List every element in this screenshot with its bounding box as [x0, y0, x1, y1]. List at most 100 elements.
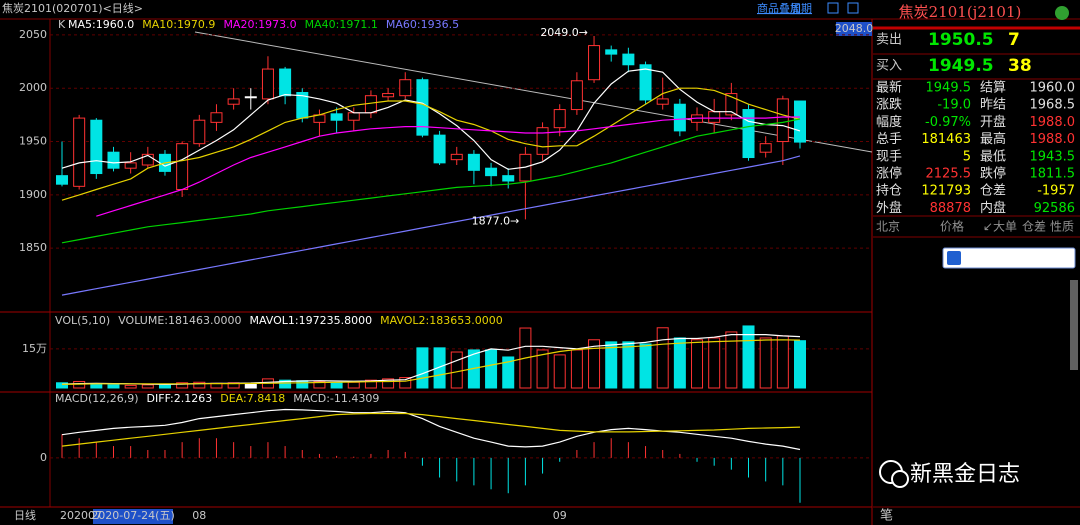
- indicator-line: [61, 339, 801, 385]
- top-bar: [0, 0, 1080, 18]
- candle-body: [176, 143, 189, 191]
- candle-body: [244, 96, 257, 99]
- candle-body: [107, 151, 120, 169]
- legend-entry: DIFF:2.1263: [147, 392, 213, 405]
- quote-label: 仓差: [980, 184, 1006, 199]
- indicator-label: K: [58, 18, 66, 31]
- candle-body: [73, 117, 86, 187]
- quote-label: 涨跌: [876, 97, 902, 113]
- tick-header: 性质: [1050, 220, 1074, 234]
- volume-bar: [759, 337, 772, 389]
- volume-bar: [794, 340, 806, 389]
- indicator-line: [61, 412, 801, 447]
- candle-body: [639, 64, 652, 101]
- candle-body: [673, 103, 686, 132]
- candle-body: [141, 153, 154, 166]
- bid-label: 买入: [876, 59, 902, 74]
- volume-bar: [485, 349, 498, 389]
- volume-bar: [193, 381, 206, 389]
- low-annotation: 1877.0→: [472, 214, 520, 227]
- candle-body: [622, 53, 635, 66]
- volume-bar: [605, 341, 618, 389]
- candle-body: [708, 111, 721, 123]
- link[interactable]: 商品叠加: [757, 1, 801, 15]
- tick-header: 北京: [876, 220, 900, 234]
- quote-label: 现手: [876, 149, 902, 164]
- watermark: 新黑金日志: [910, 462, 1020, 487]
- volume-bar: [279, 379, 292, 389]
- indicator-line: [61, 118, 801, 244]
- tab[interactable]: 笔: [880, 508, 893, 524]
- legend-entry: MAVOL1:197235.8000: [249, 314, 372, 327]
- candle-body: [433, 134, 446, 164]
- quote-value: 5: [963, 149, 971, 164]
- candle-body: [759, 143, 772, 153]
- volume-bar: [141, 384, 154, 389]
- legend-entry: VOL(5,10): [55, 314, 110, 327]
- period-label: 日线: [14, 508, 36, 522]
- volume-bar: [382, 378, 395, 389]
- quote-value: 88878: [930, 201, 971, 216]
- volume-bar: [536, 349, 549, 389]
- volume-bar: [296, 380, 309, 389]
- window-button[interactable]: [847, 2, 859, 14]
- volume-bar: [416, 347, 429, 389]
- ask-qty: 7: [1008, 30, 1020, 50]
- cursor-date: 2020-07-24(五): [91, 509, 175, 522]
- candle-body: [776, 98, 789, 143]
- candle-body: [227, 98, 240, 105]
- volume-bar: [639, 343, 652, 389]
- volume-bar: [622, 341, 635, 389]
- candle-body: [485, 167, 498, 177]
- candle-body: [742, 109, 755, 159]
- volume-bar: [725, 331, 738, 389]
- candle-body: [656, 98, 669, 105]
- tick-header: ↙大单: [983, 220, 1017, 234]
- quote-label: 开盘: [980, 114, 1006, 130]
- quote-value: 1988.0: [1030, 132, 1076, 147]
- volume-bar: [656, 327, 669, 389]
- volume-bar: [399, 377, 412, 389]
- legend-entry: MACD(12,26,9): [55, 392, 139, 405]
- volume-bar: [330, 382, 343, 389]
- window-title: 焦炭2101(020701)<日线>: [2, 1, 143, 15]
- indicator-line: [96, 116, 800, 217]
- scrollbar[interactable]: [1070, 280, 1078, 370]
- legend-entry: MA60:1936.5: [386, 18, 459, 31]
- toolbar-icon[interactable]: [947, 251, 961, 265]
- indicator-line: [61, 408, 801, 451]
- candle-body: [570, 80, 583, 111]
- candle-body: [124, 162, 137, 169]
- volume-bar: [553, 354, 566, 389]
- legend-entry: MA5:1960.0: [68, 18, 134, 31]
- x-tick-label: 202007: [60, 509, 102, 522]
- trend-line: [194, 31, 873, 153]
- toolbar[interactable]: [942, 247, 1076, 269]
- quote-value: -0.97%: [925, 115, 971, 130]
- link[interactable]: 周期: [790, 2, 812, 15]
- indicator-line: [61, 155, 801, 296]
- candle-body: [536, 127, 549, 155]
- indicator-line: [61, 87, 801, 201]
- high-annotation: 2049.0→: [540, 26, 588, 39]
- candle-body: [347, 112, 360, 121]
- quote-label: 最高: [980, 131, 1006, 147]
- volume-bar: [124, 384, 137, 389]
- cursor-price: 2048.0: [835, 22, 874, 35]
- quote-label: 结算: [980, 81, 1006, 96]
- y-tick-label: 1900: [19, 188, 47, 201]
- window-button[interactable]: [827, 2, 839, 14]
- x-tick-label: 09: [553, 509, 567, 522]
- candle-body: [467, 153, 480, 171]
- quote-value: 1949.5: [926, 81, 972, 96]
- volume-bar: [588, 339, 601, 389]
- legend-entry: MAVOL2:183653.0000: [380, 314, 503, 327]
- candle-body: [193, 119, 206, 145]
- candle-body: [588, 45, 601, 81]
- volume-bar: [673, 337, 686, 389]
- quote-value: 1811.5: [1030, 167, 1076, 182]
- quote-value: 92586: [1034, 201, 1075, 216]
- tick-header: 价格: [940, 219, 964, 234]
- candle-body: [56, 175, 68, 185]
